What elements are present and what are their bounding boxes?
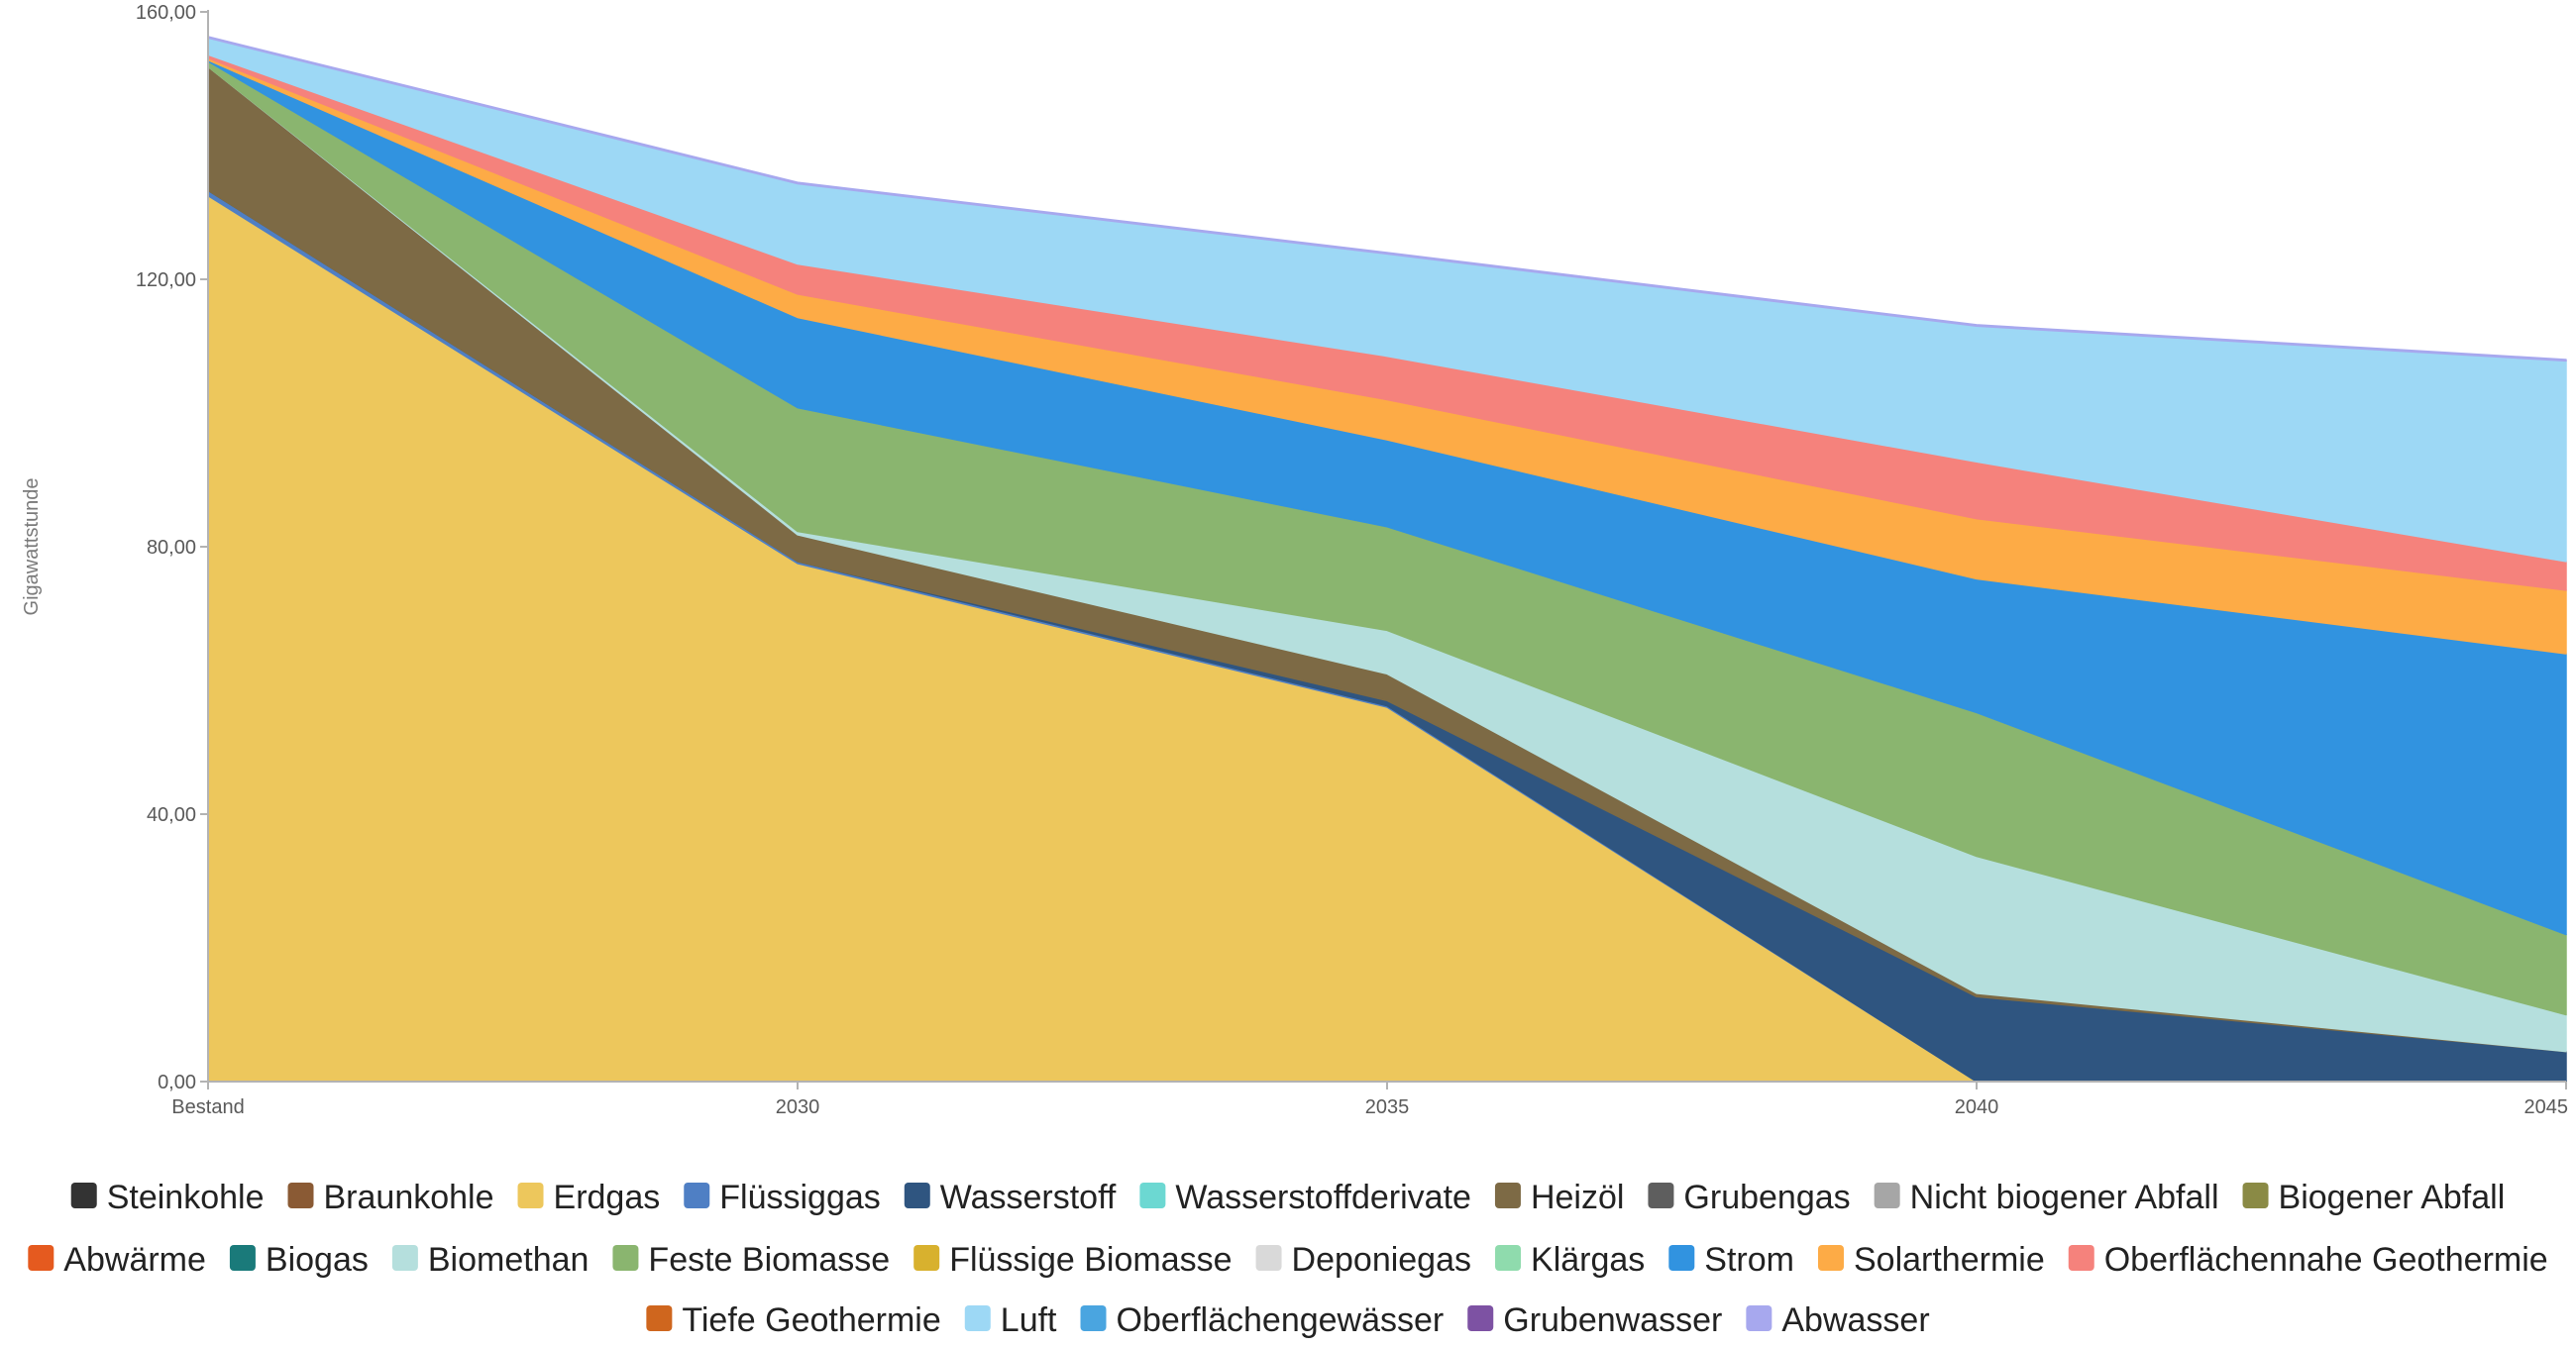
y-tick-label: 0,00 xyxy=(158,1072,196,1093)
legend-label: Flüssiggas xyxy=(719,1179,881,1216)
legend-swatch xyxy=(1874,1183,1900,1208)
legend-item-feste-biomasse[interactable]: Feste Biomasse xyxy=(612,1241,890,1279)
legend-swatch xyxy=(70,1183,97,1208)
legend-item-oberflaechennahe-geothermie[interactable]: Oberflächennahe Geothermie xyxy=(2068,1241,2548,1279)
legend-swatch xyxy=(964,1305,991,1331)
legend-label: Klärgas xyxy=(1531,1241,1645,1279)
legend-label: Steinkohle xyxy=(107,1179,265,1216)
legend-item-solarthermie[interactable]: Solarthermie xyxy=(1817,1241,2045,1279)
legend-item-biomethan[interactable]: Biomethan xyxy=(391,1241,590,1279)
legend-swatch xyxy=(1495,1245,1522,1271)
legend-label: Braunkohle xyxy=(324,1179,494,1216)
legend-label: Wasserstoff xyxy=(940,1179,1117,1216)
x-tick-label: 2040 xyxy=(1955,1096,1999,1118)
legend-item-wasserstoffderivate[interactable]: Wasserstoffderivate xyxy=(1139,1179,1471,1216)
y-tick-label: 120,00 xyxy=(136,269,196,291)
legend-item-strom[interactable]: Strom xyxy=(1668,1241,1794,1279)
legend-label: Solarthermie xyxy=(1854,1241,2045,1279)
legend-label: Strom xyxy=(1704,1241,1794,1279)
legend-swatch xyxy=(913,1245,940,1271)
legend-label: Deponiegas xyxy=(1292,1241,1471,1279)
legend-label: Oberflächengewässer xyxy=(1117,1301,1445,1339)
x-tick-label: 2045 xyxy=(2524,1096,2569,1118)
legend-item-wasserstoff[interactable]: Wasserstoff xyxy=(904,1179,1117,1216)
legend-swatch xyxy=(904,1183,930,1208)
legend-item-oberflaechengewaesser[interactable]: Oberflächengewässer xyxy=(1080,1301,1445,1339)
legend-label: Abwärme xyxy=(63,1241,206,1279)
legend-item-grubenwasser[interactable]: Grubenwasser xyxy=(1467,1301,1722,1339)
legend-item-biogas[interactable]: Biogas xyxy=(229,1241,369,1279)
legend: Steinkohle Braunkohle Erdgas Flüssiggas Wass… xyxy=(28,1179,2548,1339)
legend-label: Biogener Abfall xyxy=(2279,1179,2506,1216)
legend-label: Oberflächennahe Geothermie xyxy=(2104,1241,2548,1279)
legend-swatch xyxy=(1746,1305,1772,1331)
y-axis-title: Gigawattstunde xyxy=(21,478,43,616)
legend-swatch xyxy=(1668,1245,1695,1271)
area-series-group xyxy=(207,36,2567,1083)
legend-item-deponiegas[interactable]: Deponiegas xyxy=(1255,1241,1471,1279)
legend-label: Grubenwasser xyxy=(1503,1301,1722,1339)
legend-swatch xyxy=(612,1245,639,1271)
legend-item-klaergas[interactable]: Klärgas xyxy=(1495,1241,1645,1279)
legend-swatch xyxy=(229,1245,256,1271)
legend-item-heizoel[interactable]: Heizöl xyxy=(1494,1179,1624,1216)
legend-label: Biomethan xyxy=(428,1241,590,1279)
legend-label: Flüssige Biomasse xyxy=(949,1241,1232,1279)
area-abwasser xyxy=(207,36,2567,363)
legend-label: Feste Biomasse xyxy=(648,1241,890,1279)
legend-label: Luft xyxy=(1001,1301,1057,1339)
legend-item-erdgas[interactable]: Erdgas xyxy=(517,1179,661,1216)
legend-swatch xyxy=(28,1245,54,1271)
x-tick-label: Bestand xyxy=(171,1096,244,1118)
legend-item-abwasser[interactable]: Abwasser xyxy=(1746,1301,1930,1339)
legend-label: Grubengas xyxy=(1683,1179,1850,1216)
legend-swatch xyxy=(646,1305,673,1331)
legend-swatch xyxy=(287,1183,314,1208)
legend-label: Erdgas xyxy=(554,1179,661,1216)
legend-item-fluessiggas[interactable]: Flüssiggas xyxy=(684,1179,881,1216)
legend-item-nicht-biogener-abfall[interactable]: Nicht biogener Abfall xyxy=(1874,1179,2219,1216)
legend-swatch xyxy=(1255,1245,1282,1271)
legend-swatch xyxy=(1467,1305,1494,1331)
legend-swatch xyxy=(1080,1305,1107,1331)
legend-swatch xyxy=(2068,1245,2094,1271)
legend-swatch xyxy=(391,1245,418,1271)
y-tick-label: 40,00 xyxy=(147,804,196,826)
legend-swatch xyxy=(517,1183,544,1208)
legend-label: Abwasser xyxy=(1781,1301,1929,1339)
legend-label: Tiefe Geothermie xyxy=(682,1301,940,1339)
legend-item-abwaerme[interactable]: Abwärme xyxy=(28,1241,206,1279)
legend-label: Heizöl xyxy=(1531,1179,1624,1216)
legend-swatch xyxy=(1648,1183,1674,1208)
x-tick-label: 2030 xyxy=(776,1096,820,1118)
legend-swatch xyxy=(1494,1183,1521,1208)
legend-item-tiefe-geothermie[interactable]: Tiefe Geothermie xyxy=(646,1301,941,1339)
legend-label: Biogas xyxy=(266,1241,369,1279)
legend-swatch xyxy=(1817,1245,1844,1271)
y-tick-label: 80,00 xyxy=(147,537,196,559)
legend-label: Nicht biogener Abfall xyxy=(1910,1179,2219,1216)
x-tick-label: 2035 xyxy=(1365,1096,1410,1118)
legend-item-steinkohle[interactable]: Steinkohle xyxy=(70,1179,265,1216)
axes-group: 0,00 40,00 80,00 120,00 160,00 Bestand 2030 203… xyxy=(136,2,2568,1118)
legend-item-luft[interactable]: Luft xyxy=(964,1301,1057,1339)
legend-item-fluessige-biomasse[interactable]: Flüssige Biomasse xyxy=(913,1241,1233,1279)
legend-swatch xyxy=(1139,1183,1166,1208)
y-tick-label: 160,00 xyxy=(136,2,196,24)
legend-item-grubengas[interactable]: Grubengas xyxy=(1648,1179,1851,1216)
legend-swatch xyxy=(2242,1183,2269,1208)
legend-label: Wasserstoffderivate xyxy=(1175,1179,1471,1216)
legend-item-braunkohle[interactable]: Braunkohle xyxy=(287,1179,494,1216)
legend-item-biogener-abfall[interactable]: Biogener Abfall xyxy=(2242,1179,2506,1216)
legend-swatch xyxy=(684,1183,710,1208)
